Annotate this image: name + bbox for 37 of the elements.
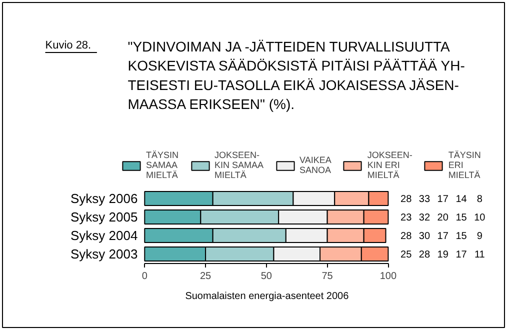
data-label: 32: [418, 212, 430, 224]
y-tick-label: Syksy 2004: [70, 228, 138, 243]
data-label: 28: [418, 250, 430, 260]
data-label: 15: [456, 212, 468, 224]
data-label: 14: [456, 194, 468, 205]
data-label: 33: [418, 194, 430, 205]
legend-label: JOKSEEN- KIN ERI MIELTÄ: [367, 150, 412, 180]
data-label: 20: [437, 212, 449, 224]
text: Kuvio 28.: [45, 40, 92, 52]
x-tick-label: 25: [200, 271, 212, 282]
legend-label: TÄYSIN ERI MIELTÄ: [448, 150, 481, 180]
text: Suomalaisten energia-asenteet 2006: [185, 291, 350, 302]
data-label: 17: [437, 194, 449, 205]
y-tick-label: Syksy 2006: [70, 191, 138, 206]
legend-label: JOKSEEN- KIN SAMAA MIELTÄ: [214, 150, 264, 180]
data-label: 28: [400, 194, 412, 205]
data-label: 23: [400, 212, 412, 224]
legend-label: TÄYSIN SAMAA MIELTÄ: [146, 150, 179, 180]
data-label: 15: [456, 231, 468, 242]
data-label: 17: [437, 231, 449, 242]
data-label: 28: [400, 231, 412, 242]
data-label: 11: [474, 250, 486, 260]
data-label: 17: [456, 250, 468, 260]
data-label: 8: [476, 194, 483, 205]
data-label: 30: [418, 231, 430, 242]
y-tick-label: Syksy 2003: [70, 246, 138, 262]
y-tick-label: Syksy 2005: [70, 210, 138, 224]
data-label: 25: [400, 250, 412, 260]
x-tick-label: 50: [260, 271, 272, 282]
x-tick-label: 100: [380, 271, 397, 282]
x-tick-label: 0: [142, 271, 148, 282]
x-tick-label: 75: [322, 271, 334, 282]
legend-label: VAIKEA SANOA: [300, 155, 332, 175]
chart-title: "YDINVOIMAN JA -JÄTTEIDEN TURVALLISUUTTA KOSKEVISTA SÄÄDÖKSISTÄ PITÄISI PÄÄTTÄÄ YH- TEISESTI EU-TASOLLA EIKÄ JOKAISESSA JÄSEN- MAASSA ERIKSEEN" (%).: [128, 38, 466, 112]
data-label: 10: [474, 212, 486, 224]
data-label: 19: [437, 250, 449, 260]
data-label: 9: [476, 231, 483, 242]
